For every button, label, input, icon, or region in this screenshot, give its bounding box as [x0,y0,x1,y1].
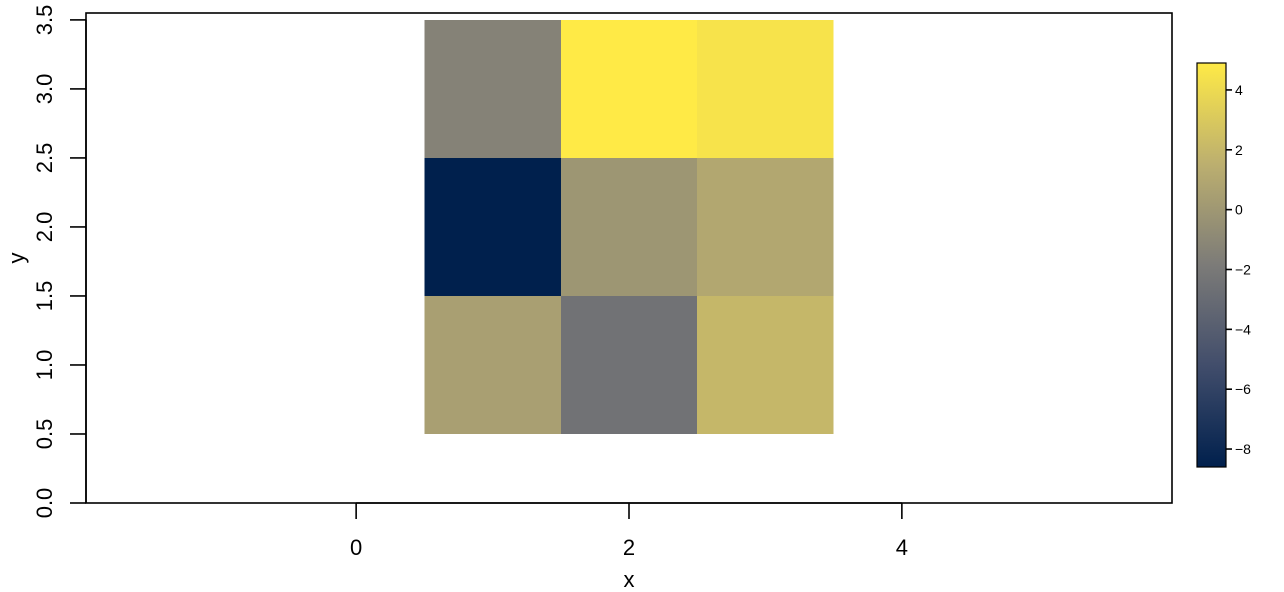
y-axis-title: y [4,253,29,264]
y-tick-label: 0.0 [32,488,57,519]
y-tick-label: 0.5 [32,419,57,450]
y-tick-label: 1.0 [32,350,57,381]
y-tick-label: 2.0 [32,212,57,243]
colorbar-tick-label: 0 [1235,202,1243,218]
heatmap-cell [697,295,834,434]
colorbar-tick-label: 4 [1235,82,1243,98]
x-tick-label: 2 [623,535,635,560]
x-tick-label: 4 [896,535,908,560]
heatmap-cell [697,19,834,158]
y-tick-label: 2.5 [32,143,57,174]
heatmap-cell [424,157,561,296]
colorbar-tick-label: −2 [1235,261,1251,277]
colorbar-tick-label: 2 [1235,142,1243,158]
x-tick-label: 0 [350,535,362,560]
heatmap-cell [697,157,834,296]
colorbar-gradient [1196,62,1227,468]
colorbar: 4 2 0 −2 −4 −6 −8 [1196,62,1251,468]
heatmap-cell [424,295,561,434]
heatmap-cell [560,295,698,434]
heatmap-cell [560,19,698,158]
y-tick-label: 1.5 [32,281,57,312]
x-axis-title: x [624,567,635,592]
y-tick-label: 3.0 [32,74,57,105]
x-axis: 0 2 4 [350,502,908,560]
colorbar-ticks: 4 2 0 −2 −4 −6 −8 [1226,82,1251,457]
heatmap-cells [424,19,834,434]
y-tick-label: 3.5 [32,5,57,36]
heatmap-cell [424,19,561,158]
y-axis: 0.0 0.5 1.0 1.5 2.0 2.5 3.0 3.5 [32,5,87,519]
colorbar-tick-label: −4 [1235,321,1251,337]
heatmap-cell [560,157,698,296]
colorbar-tick-label: −8 [1235,441,1251,457]
colorbar-tick-label: −6 [1235,381,1251,397]
